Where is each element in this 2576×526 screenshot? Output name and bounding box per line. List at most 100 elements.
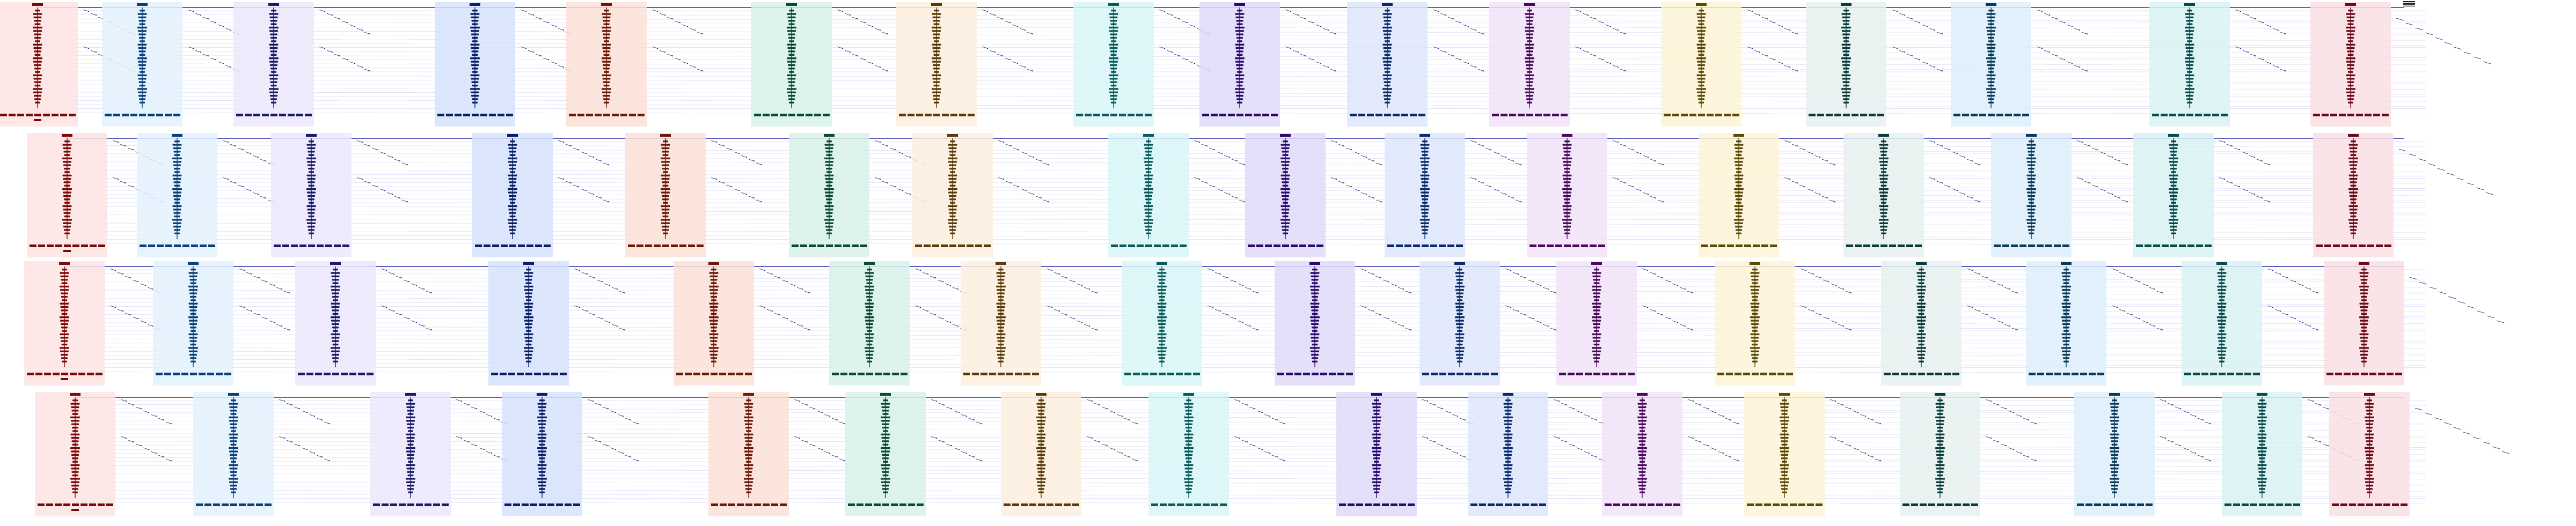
column-node — [1842, 16, 1850, 19]
flow-dot — [1759, 51, 1761, 53]
flow-arrow — [276, 287, 282, 290]
column-node — [948, 209, 957, 211]
flow-dot — [872, 26, 874, 27]
column-node — [331, 320, 340, 322]
footer-block — [2193, 373, 2200, 375]
footer-block — [1339, 503, 1346, 506]
column-node — [744, 450, 753, 453]
column-node — [866, 282, 873, 284]
column-node — [1781, 426, 1788, 429]
column-node — [270, 20, 277, 22]
flow-dot — [1655, 197, 1657, 199]
footer-block — [1901, 373, 1908, 375]
column-node — [2062, 350, 2070, 352]
column-node — [789, 40, 794, 42]
column-node — [2360, 275, 2368, 278]
flow-dot — [1051, 270, 1053, 271]
column-node — [2062, 289, 2070, 291]
flow-dot — [532, 51, 535, 53]
footer-block — [1710, 245, 1717, 247]
flow-arrow — [1993, 440, 1999, 442]
flow-arrow — [931, 436, 936, 439]
footer-block — [719, 373, 726, 375]
flow-dot — [577, 186, 580, 188]
column-node — [663, 202, 668, 204]
column-node — [331, 302, 340, 305]
flow-dot — [1365, 270, 1367, 271]
flow-arrow — [2289, 316, 2295, 319]
flow-dot — [306, 412, 308, 413]
column-node — [745, 426, 752, 429]
flow-dot — [1811, 190, 1813, 191]
flow-dot — [1312, 59, 1314, 61]
flow-arrow — [1437, 406, 1443, 409]
column-node — [1503, 464, 1513, 466]
column-node — [189, 320, 197, 322]
legend-mark — [2403, 1, 2415, 6]
column-node — [1282, 195, 1289, 197]
flow-arrow — [1231, 196, 1237, 198]
flow-dot — [1789, 29, 1791, 31]
flow-dot — [1759, 14, 1761, 16]
column-node — [1935, 447, 1945, 449]
flow-dot — [1684, 288, 1686, 290]
footer-block — [671, 245, 678, 247]
column-header — [996, 262, 1006, 265]
column-node — [1935, 464, 1945, 466]
column-node — [408, 430, 413, 432]
column-node — [1780, 416, 1789, 419]
footer-block — [455, 114, 462, 116]
footer-block — [72, 503, 79, 506]
flow-dot — [942, 318, 944, 320]
footer-block — [2137, 503, 2144, 506]
column-node — [2028, 151, 2035, 153]
column-node — [471, 61, 479, 63]
column-node — [663, 171, 668, 173]
footer-block — [2392, 503, 2399, 506]
flow-dot — [2277, 66, 2279, 68]
flow-dot — [1066, 277, 1068, 279]
column-node — [1144, 222, 1153, 224]
column-node — [1505, 399, 1511, 402]
flow-dot — [1964, 194, 1966, 195]
footer-block — [544, 245, 551, 247]
flow-arrow — [2051, 54, 2057, 56]
flow-dot — [265, 197, 267, 199]
flow-arrow — [796, 324, 802, 327]
column-node — [997, 340, 1005, 342]
column-node — [1638, 481, 1646, 483]
column-node — [1639, 443, 1645, 446]
flow-dot — [1934, 29, 1936, 31]
flow-dot — [1380, 201, 1382, 203]
column-node — [406, 450, 415, 453]
column-node — [1504, 484, 1512, 487]
flow-dot — [943, 404, 945, 406]
column-node — [826, 229, 832, 231]
column-node — [2217, 316, 2227, 318]
footer-block — [2349, 503, 2356, 506]
column-node — [2365, 403, 2374, 405]
column-node — [2063, 357, 2069, 359]
flow-dot — [125, 438, 127, 439]
flow-arrow — [1791, 181, 1797, 183]
column-node — [63, 212, 71, 214]
column-node — [269, 43, 279, 46]
column-node — [1312, 343, 1318, 346]
footer-block — [2072, 373, 2079, 375]
flow-dot — [227, 142, 229, 143]
footer-block — [2340, 503, 2347, 506]
flow-dot — [1842, 325, 1845, 327]
footer-block — [814, 114, 821, 116]
flow-arrow — [759, 268, 765, 271]
flow-arrow — [2023, 455, 2029, 457]
column-node — [64, 229, 70, 231]
flow-dot — [2016, 292, 2018, 294]
flow-arrow — [867, 61, 873, 64]
flow-arrow — [2119, 272, 2125, 275]
column-node — [788, 94, 795, 97]
footer-block — [34, 114, 41, 116]
footer-block — [1707, 114, 1714, 116]
flow-dot — [1490, 186, 1492, 188]
column-node — [61, 282, 68, 284]
flow-dot — [592, 401, 594, 402]
